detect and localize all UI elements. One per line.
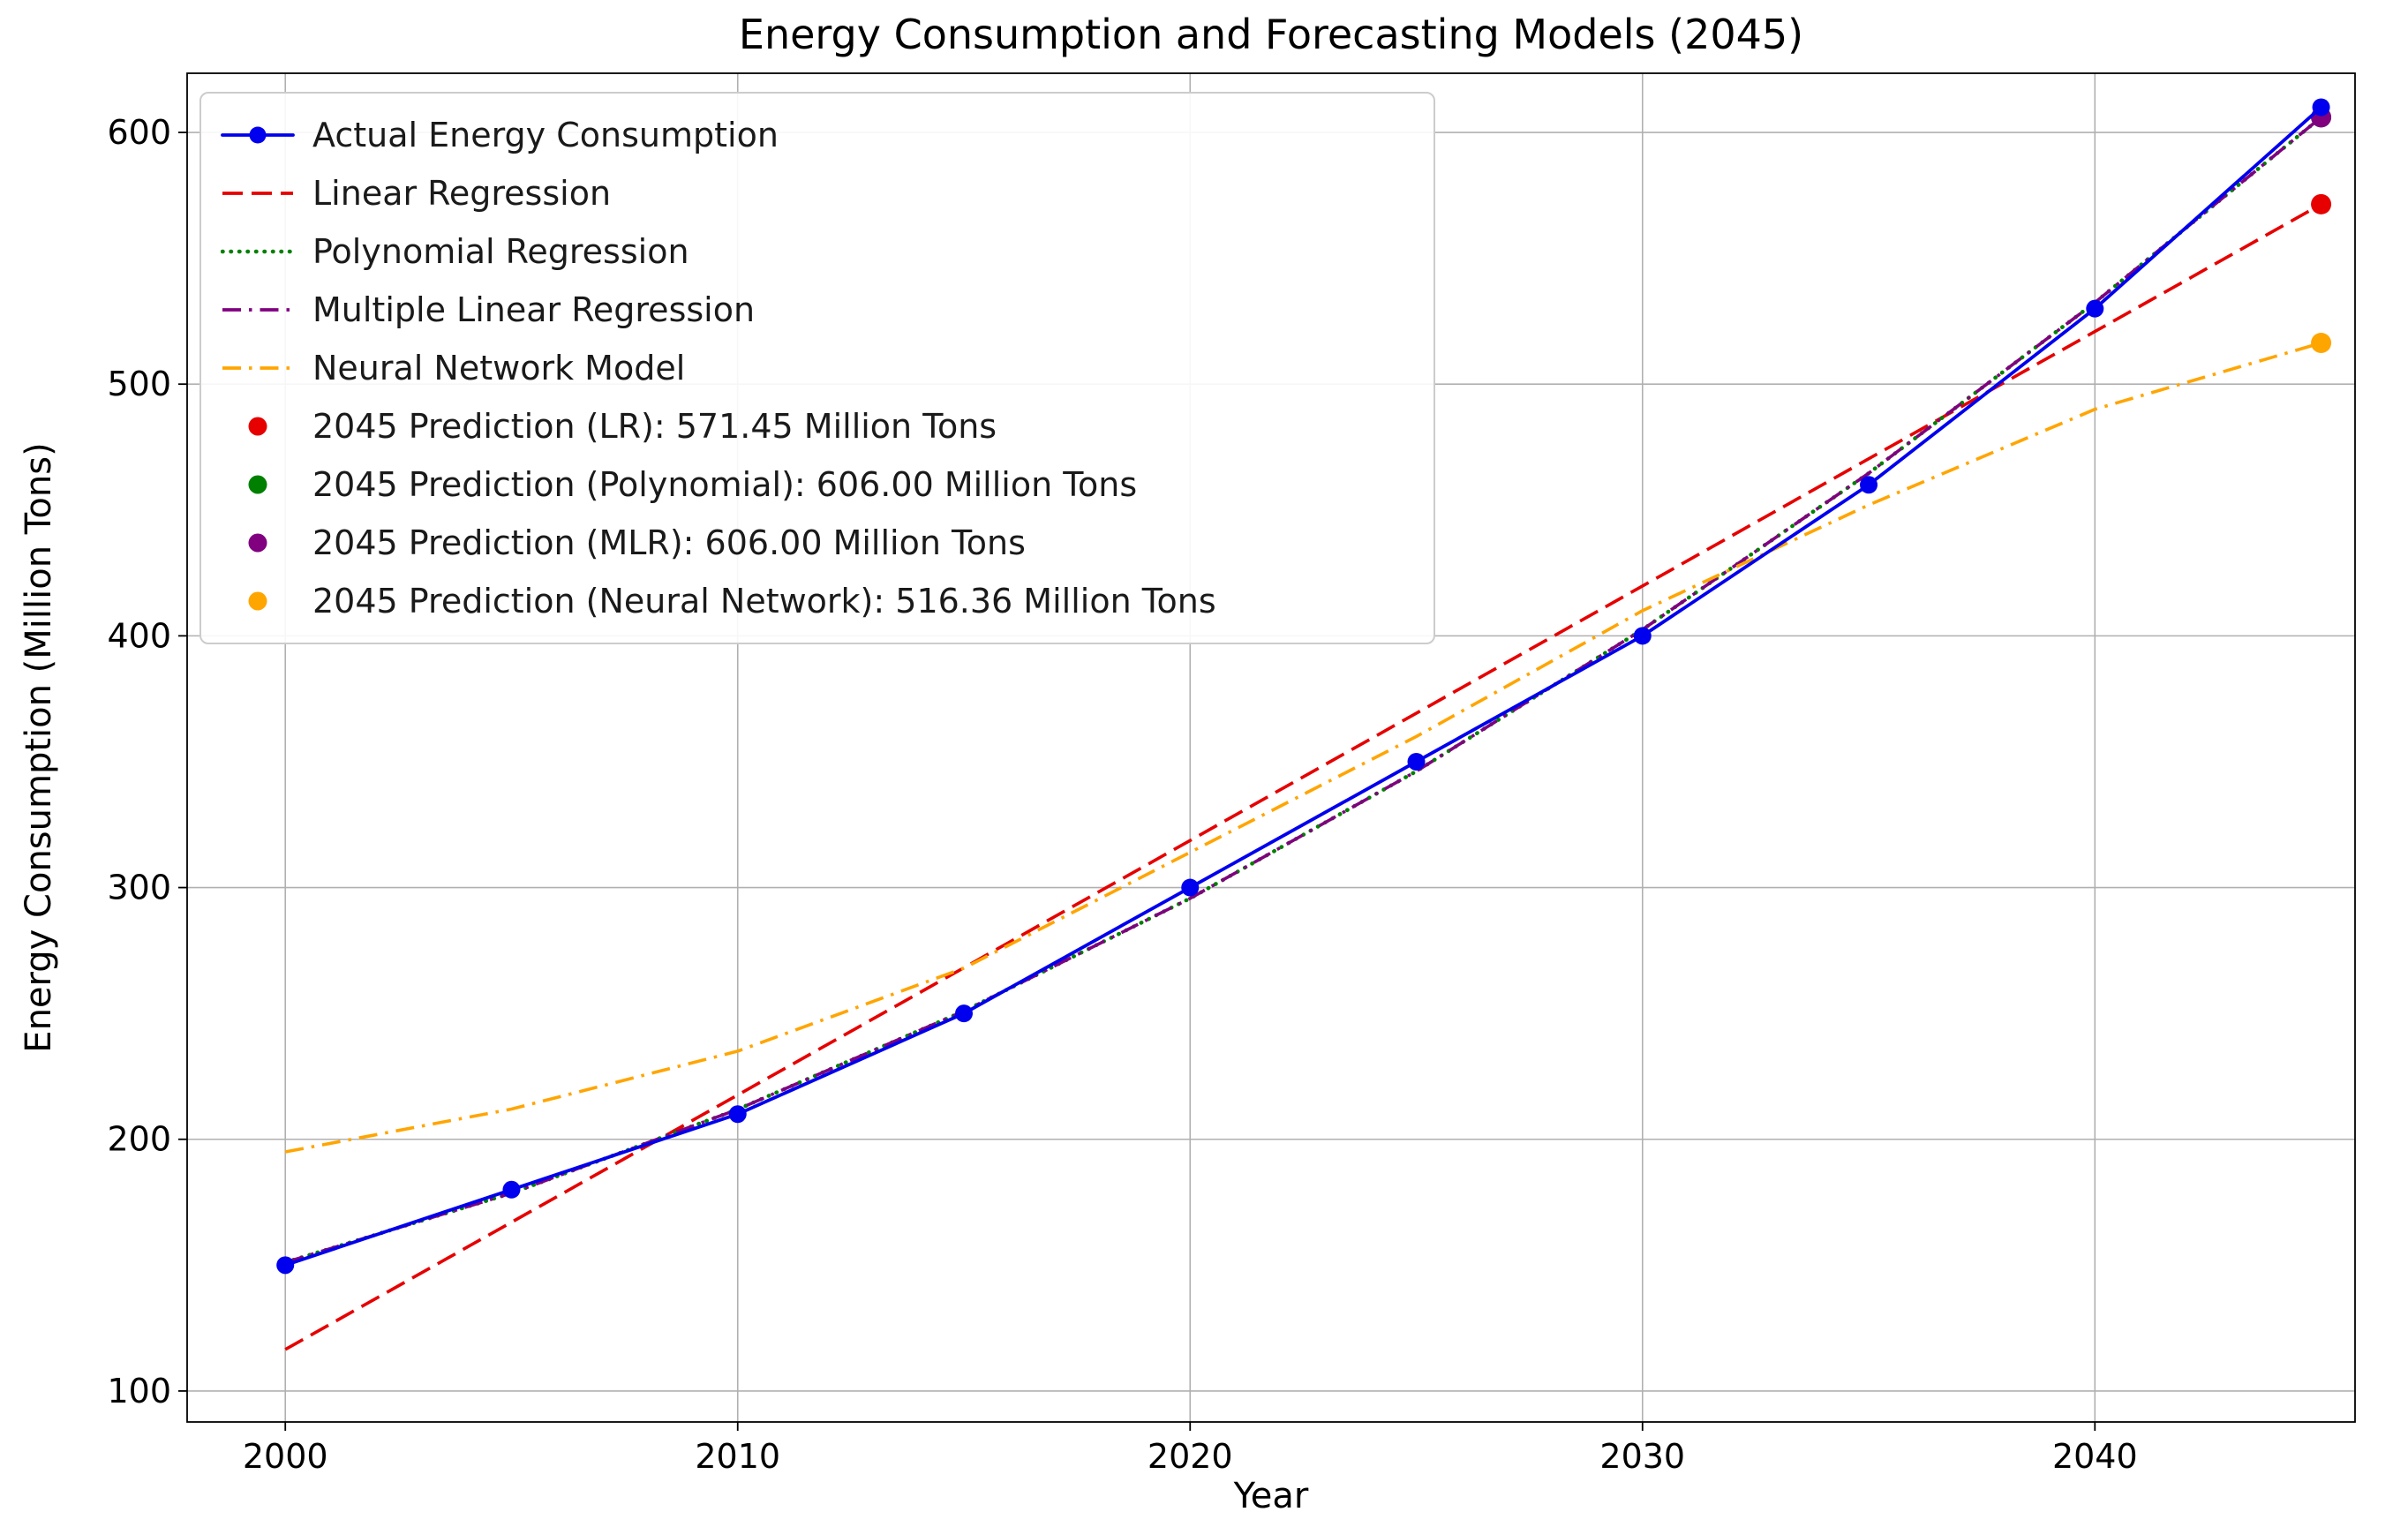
legend-item: 2045 Prediction (Neural Network): 516.36… bbox=[221, 572, 1414, 630]
legend-line-sample bbox=[222, 308, 293, 312]
legend-label: 2045 Prediction (Polynomial): 606.00 Mil… bbox=[312, 465, 1138, 504]
legend-line-sample bbox=[222, 192, 293, 195]
data-point-marker bbox=[954, 1004, 973, 1023]
prediction-point bbox=[2311, 193, 2332, 214]
x-tick-label: 2040 bbox=[2052, 1437, 2138, 1476]
y-tick-label: 400 bbox=[107, 616, 171, 655]
legend-label: Actual Energy Consumption bbox=[312, 116, 779, 154]
legend-label: Linear Regression bbox=[312, 174, 612, 213]
series-line bbox=[284, 202, 2322, 1351]
legend-item: 2045 Prediction (LR): 571.45 Million Ton… bbox=[221, 397, 1414, 455]
prediction-point bbox=[2311, 333, 2332, 354]
series-line bbox=[284, 116, 2322, 1264]
data-point-marker bbox=[1181, 878, 1200, 897]
legend-item: 2045 Prediction (Polynomial): 606.00 Mil… bbox=[221, 455, 1414, 514]
data-point-marker bbox=[1407, 752, 1426, 771]
legend-line-sample bbox=[221, 126, 295, 144]
x-tick-label: 2030 bbox=[1599, 1437, 1685, 1476]
data-point-marker bbox=[1860, 476, 1878, 494]
legend-item: 2045 Prediction (MLR): 606.00 Million To… bbox=[221, 514, 1414, 572]
legend-line-sample bbox=[222, 366, 293, 370]
data-point-marker bbox=[502, 1180, 521, 1199]
y-tick-label: 500 bbox=[107, 365, 171, 403]
legend-label: Neural Network Model bbox=[312, 349, 686, 387]
legend-label: 2045 Prediction (Neural Network): 516.36… bbox=[312, 582, 1216, 621]
y-tick-label: 200 bbox=[107, 1120, 171, 1159]
y-tick-label: 600 bbox=[107, 113, 171, 152]
legend-item: Neural Network Model bbox=[221, 339, 1414, 397]
legend-label: Multiple Linear Regression bbox=[312, 290, 756, 329]
legend-dot bbox=[248, 591, 267, 611]
data-point-marker bbox=[2312, 98, 2330, 117]
axes-frame bbox=[186, 72, 2356, 1423]
legend-line-sample bbox=[221, 249, 295, 254]
x-tick-label: 2020 bbox=[1148, 1437, 1233, 1476]
legend: Actual Energy Consumption Linear Regressi… bbox=[199, 92, 1435, 644]
x-axis-label: Year bbox=[1233, 1476, 1309, 1516]
legend-dot-sample bbox=[248, 533, 267, 553]
legend-item: Linear Regression bbox=[221, 164, 1414, 222]
data-point-marker bbox=[276, 1256, 295, 1275]
x-tick-label: 2010 bbox=[695, 1437, 780, 1476]
y-tick-label: 100 bbox=[107, 1372, 171, 1410]
legend-dot-sample bbox=[248, 591, 267, 611]
legend-label: Polynomial Regression bbox=[312, 232, 689, 271]
legend-dot-sample bbox=[248, 475, 267, 494]
legend-label: 2045 Prediction (MLR): 606.00 Million To… bbox=[312, 523, 1026, 562]
legend-dot bbox=[248, 417, 267, 436]
x-tick-label: 2000 bbox=[243, 1437, 328, 1476]
chart-title: Energy Consumption and Forecasting Model… bbox=[738, 11, 1804, 58]
legend-marker bbox=[249, 126, 267, 144]
data-point-marker bbox=[728, 1105, 747, 1124]
y-tick-label: 300 bbox=[107, 869, 171, 907]
legend-dot bbox=[248, 475, 267, 494]
data-point-marker bbox=[2086, 299, 2104, 318]
legend-dot bbox=[248, 533, 267, 553]
legend-label: 2045 Prediction (LR): 571.45 Million Ton… bbox=[312, 407, 997, 446]
legend-item: Actual Energy Consumption bbox=[221, 106, 1414, 164]
legend-item: Polynomial Regression bbox=[221, 222, 1414, 281]
data-point-marker bbox=[1633, 627, 1652, 645]
legend-dot-sample bbox=[248, 417, 267, 436]
series-line bbox=[284, 341, 2322, 1154]
legend-item: Multiple Linear Regression bbox=[221, 281, 1414, 339]
series-line bbox=[283, 105, 2323, 1267]
